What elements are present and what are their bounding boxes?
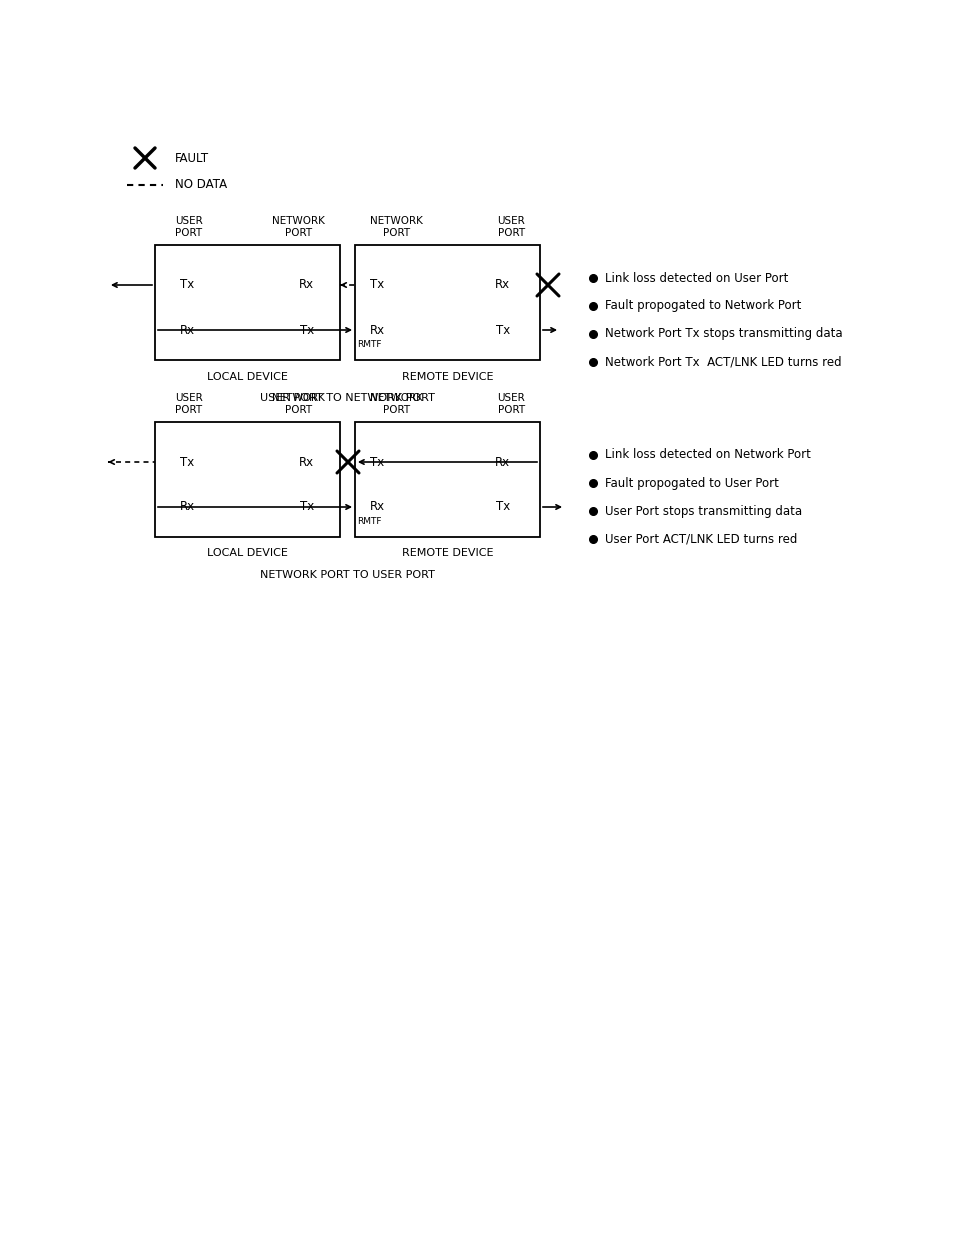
- Text: USER PORT TO NETWORK PORT: USER PORT TO NETWORK PORT: [260, 393, 435, 403]
- Text: USER
PORT: USER PORT: [174, 394, 203, 415]
- Text: Rx: Rx: [495, 456, 510, 468]
- Text: LOCAL DEVICE: LOCAL DEVICE: [207, 548, 288, 558]
- Text: Tx: Tx: [370, 279, 384, 291]
- Text: Tx: Tx: [180, 456, 194, 468]
- Text: Rx: Rx: [180, 500, 195, 514]
- Text: Tx: Tx: [496, 500, 510, 514]
- Text: USER
PORT: USER PORT: [497, 216, 524, 238]
- Text: NETWORK
PORT: NETWORK PORT: [370, 394, 422, 415]
- Text: Tx: Tx: [299, 500, 314, 514]
- Text: REMOTE DEVICE: REMOTE DEVICE: [401, 548, 493, 558]
- Text: Network Port Tx  ACT/LNK LED turns red: Network Port Tx ACT/LNK LED turns red: [604, 356, 841, 368]
- Text: User Port ACT/LNK LED turns red: User Port ACT/LNK LED turns red: [604, 532, 797, 546]
- Text: RMTF: RMTF: [356, 517, 381, 526]
- Text: NETWORK PORT TO USER PORT: NETWORK PORT TO USER PORT: [260, 571, 435, 580]
- Text: REMOTE DEVICE: REMOTE DEVICE: [401, 372, 493, 382]
- Text: NETWORK
PORT: NETWORK PORT: [272, 216, 325, 238]
- Text: Tx: Tx: [180, 279, 194, 291]
- Text: NO DATA: NO DATA: [174, 179, 227, 191]
- Text: Rx: Rx: [495, 279, 510, 291]
- Text: Tx: Tx: [370, 456, 384, 468]
- Text: Rx: Rx: [298, 456, 314, 468]
- Text: LOCAL DEVICE: LOCAL DEVICE: [207, 372, 288, 382]
- Bar: [154, 422, 339, 537]
- Text: Rx: Rx: [370, 500, 385, 514]
- Text: Rx: Rx: [370, 324, 385, 336]
- Text: FAULT: FAULT: [174, 152, 209, 164]
- Text: Rx: Rx: [180, 324, 195, 336]
- Text: Tx: Tx: [496, 324, 510, 336]
- Bar: [154, 245, 339, 359]
- Text: NETWORK
PORT: NETWORK PORT: [370, 216, 422, 238]
- Text: Link loss detected on Network Port: Link loss detected on Network Port: [604, 448, 810, 462]
- Text: Fault propogated to Network Port: Fault propogated to Network Port: [604, 300, 801, 312]
- Text: USER
PORT: USER PORT: [174, 216, 203, 238]
- Text: NETWORK
PORT: NETWORK PORT: [272, 394, 325, 415]
- Text: Tx: Tx: [299, 324, 314, 336]
- Text: Fault propogated to User Port: Fault propogated to User Port: [604, 477, 778, 489]
- Text: USER
PORT: USER PORT: [497, 394, 524, 415]
- Text: User Port stops transmitting data: User Port stops transmitting data: [604, 505, 801, 517]
- Text: RMTF: RMTF: [356, 340, 381, 350]
- Text: Rx: Rx: [298, 279, 314, 291]
- Text: Link loss detected on User Port: Link loss detected on User Port: [604, 272, 787, 284]
- Bar: [355, 245, 539, 359]
- Text: Network Port Tx stops transmitting data: Network Port Tx stops transmitting data: [604, 327, 841, 341]
- Bar: [355, 422, 539, 537]
